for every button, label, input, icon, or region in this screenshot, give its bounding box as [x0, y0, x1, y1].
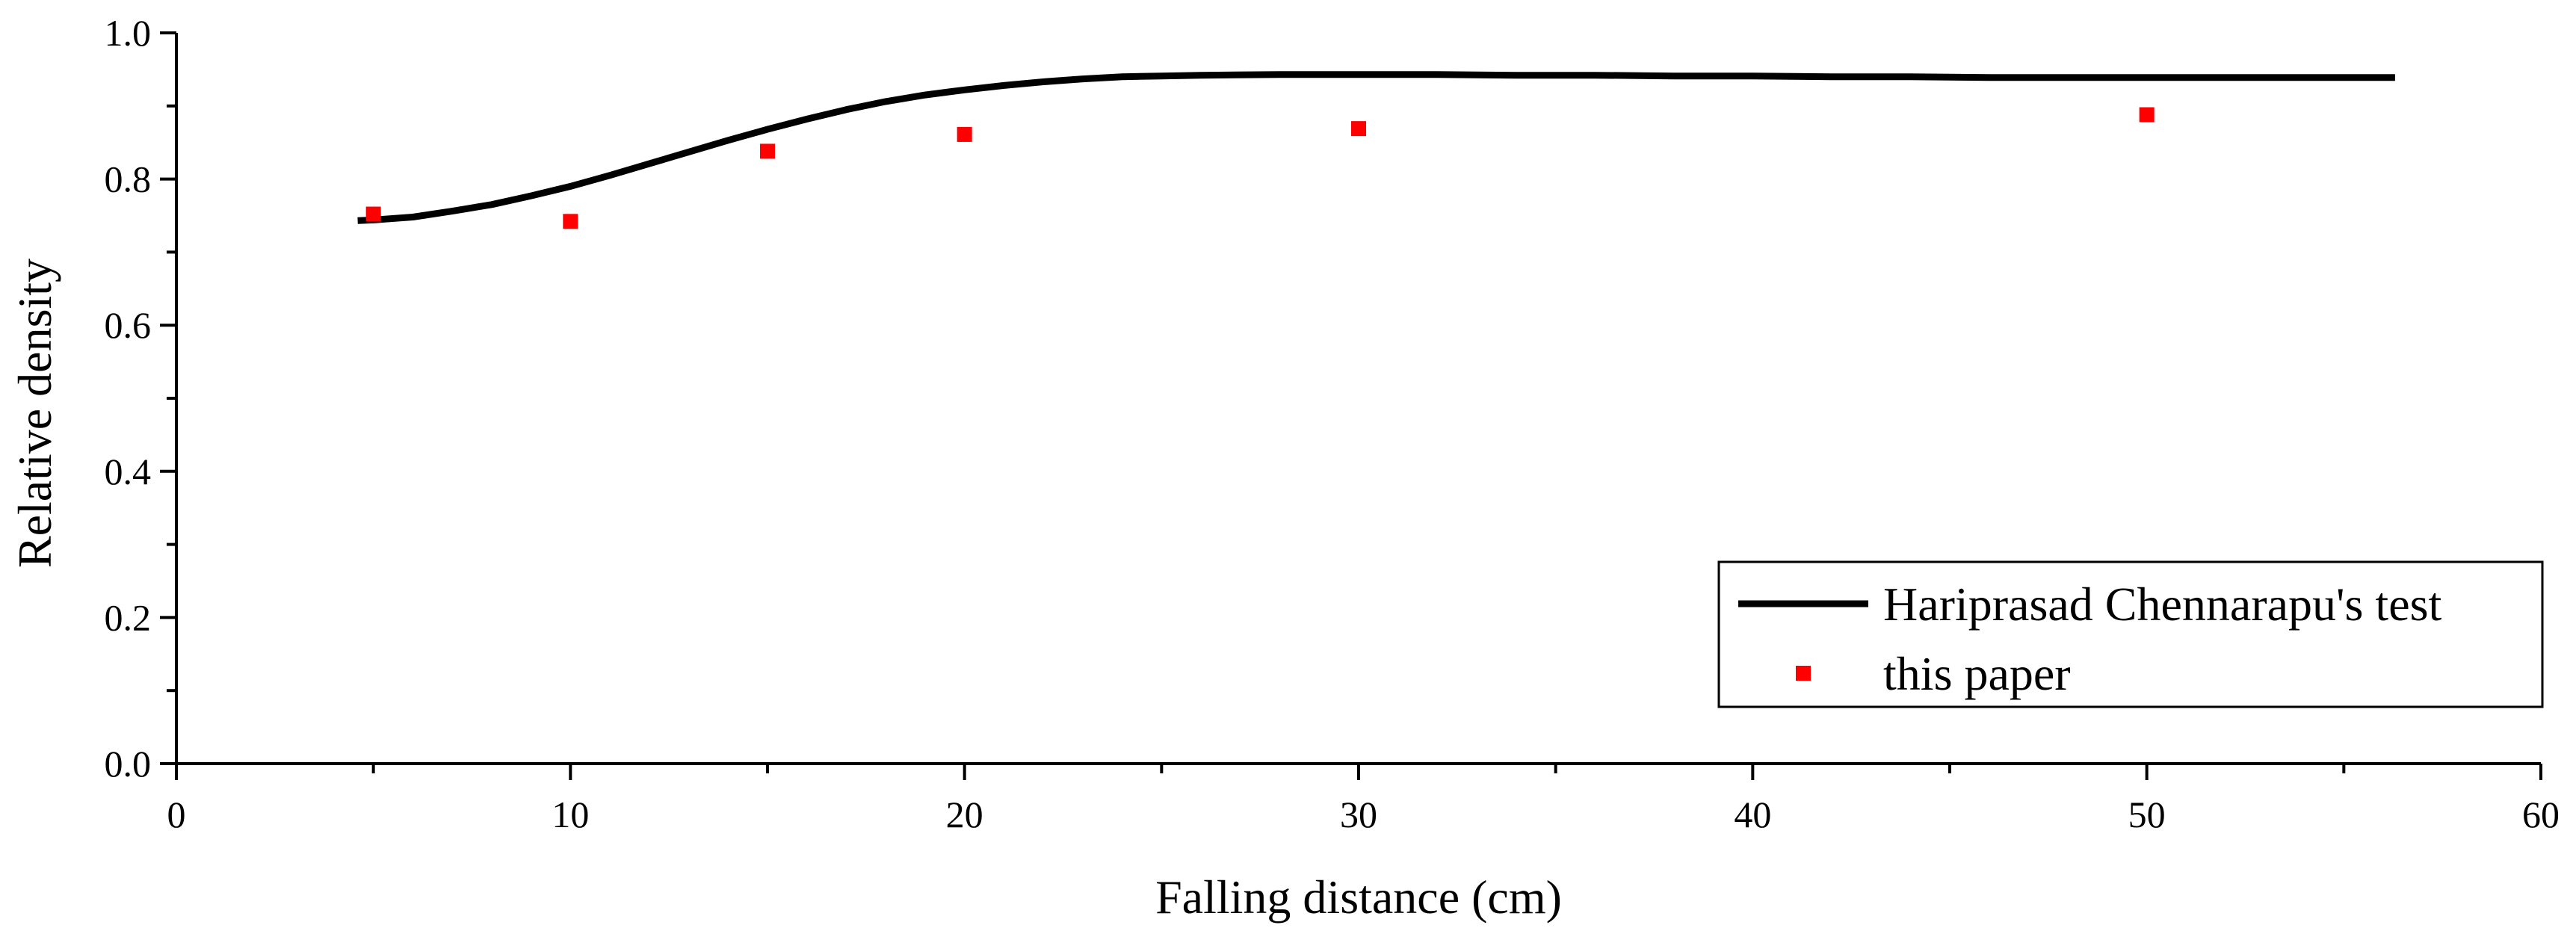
x-tick-label: 20 — [946, 794, 983, 835]
scatter-point — [563, 214, 578, 229]
scatter-point — [1351, 121, 1366, 137]
x-tick-label: 60 — [2522, 794, 2560, 835]
scatter-point — [2139, 107, 2155, 123]
x-tick-label: 40 — [1734, 794, 1771, 835]
y-tick-label: 0.4 — [105, 451, 152, 492]
y-axis-title: Relative density — [8, 259, 61, 568]
y-tick-label: 0.8 — [105, 158, 152, 200]
y-tick-label: 1.0 — [105, 12, 152, 54]
x-tick-label: 50 — [2128, 794, 2166, 835]
y-tick-label: 0.2 — [105, 596, 152, 638]
legend-label-scatter: this paper — [1883, 647, 2071, 700]
series-line-0 — [357, 71, 2395, 224]
scatter-point — [760, 143, 775, 159]
x-tick-label: 30 — [1340, 794, 1377, 835]
series-layer — [357, 71, 2395, 229]
x-tick-label: 10 — [552, 794, 589, 835]
legend-box — [1717, 560, 2544, 708]
x-tick-label: 0 — [167, 794, 186, 835]
legend-marker-sample — [1796, 666, 1811, 681]
scatter-point — [365, 206, 381, 222]
legend-label-line: Hariprasad Chennarapu's test — [1883, 578, 2442, 631]
legend: Hariprasad Chennarapu's test this paper — [1717, 560, 2544, 708]
x-axis-title: Falling distance (cm) — [1155, 870, 1562, 924]
y-tick-label: 0.0 — [105, 743, 152, 785]
axes: 0 10 20 30 40 50 60 0.0 0.2 0.4 0.6 0.8 1.0 — [105, 12, 2560, 835]
scatter-point — [957, 126, 972, 142]
y-tick-label: 0.6 — [105, 304, 152, 346]
